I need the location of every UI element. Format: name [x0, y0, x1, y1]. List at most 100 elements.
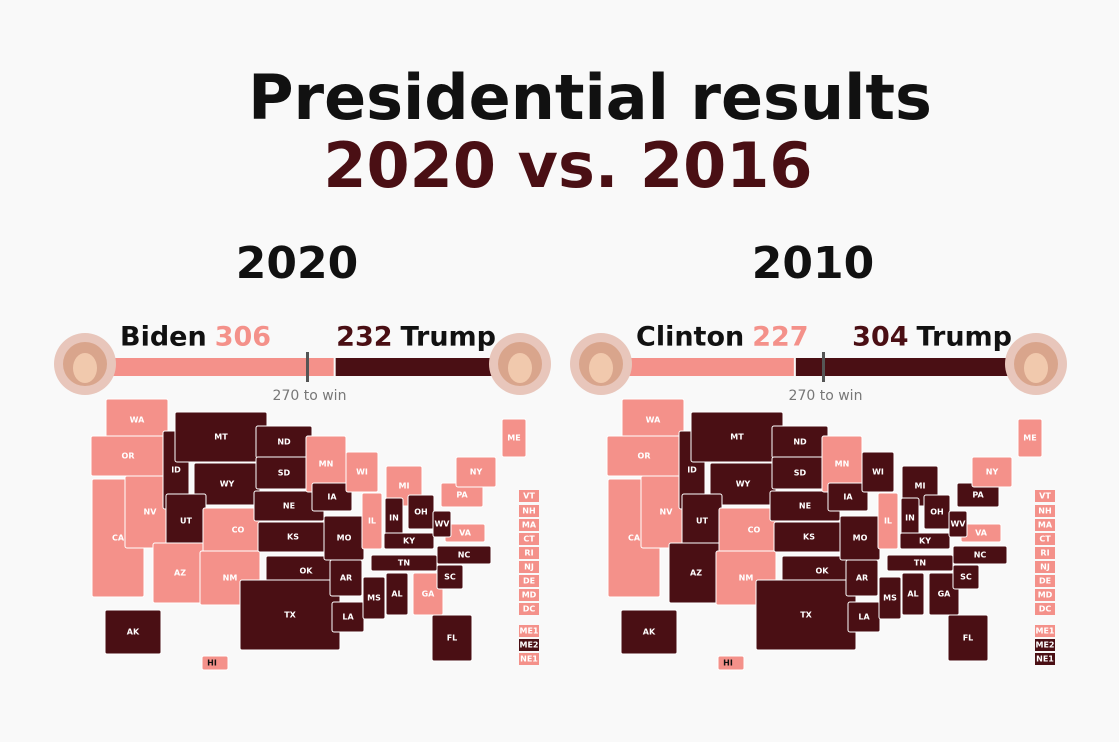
state-label: ME1	[1036, 627, 1055, 636]
state-label: GA	[938, 590, 952, 599]
district-box	[519, 575, 539, 587]
state-label: MN	[835, 460, 850, 469]
candidate-votes: 232	[336, 322, 392, 353]
state-label: DE	[1039, 577, 1051, 586]
state-label: MD	[1038, 591, 1053, 600]
state-label: VT	[1039, 492, 1051, 501]
state	[501, 418, 527, 458]
state-label: RI	[1040, 549, 1049, 558]
candidate-votes: 304	[852, 322, 908, 353]
state-label: LA	[858, 613, 870, 622]
state-label: MA	[522, 521, 537, 530]
district-box	[519, 653, 539, 665]
state-label: MT	[730, 433, 744, 442]
state-label: KY	[919, 537, 931, 546]
state-label: MT	[214, 433, 228, 442]
state-label: NY	[986, 468, 999, 477]
candidate-votes: 227	[752, 322, 808, 353]
state-label: HI	[723, 659, 733, 668]
district-box	[1035, 519, 1055, 531]
state-label: MI	[915, 482, 926, 491]
district-box	[519, 561, 539, 573]
title: Presidential results	[248, 61, 932, 134]
state	[878, 576, 902, 620]
state	[431, 614, 473, 662]
bar-left	[110, 358, 334, 376]
state-label: HI	[207, 659, 217, 668]
state-label: CT	[1039, 535, 1051, 544]
state-label: NE	[283, 502, 295, 511]
state-label: WI	[872, 468, 884, 477]
candidate-name: Biden	[120, 322, 207, 353]
district-box	[1035, 505, 1055, 517]
district-box	[519, 490, 539, 502]
state-label: NM	[223, 574, 238, 583]
state-label: MA	[1038, 521, 1053, 530]
state-label: KS	[803, 533, 815, 542]
state-label: OR	[122, 452, 135, 461]
state-label: CA	[628, 534, 641, 543]
state-label: WV	[434, 520, 450, 529]
state	[901, 572, 925, 616]
state-label: MI	[399, 482, 410, 491]
district-box	[519, 639, 539, 651]
state	[845, 559, 879, 597]
threshold-label: 270 to win	[789, 388, 863, 404]
state-label: MN	[319, 460, 334, 469]
panel-year: 2020	[236, 238, 358, 289]
district-box	[1035, 603, 1055, 615]
state-label: WV	[950, 520, 966, 529]
state-label: NC	[974, 551, 987, 560]
state	[947, 614, 989, 662]
state-label: VA	[975, 529, 988, 538]
state-label: IA	[843, 493, 853, 502]
state-label: VA	[459, 529, 472, 538]
state-label: NV	[144, 508, 158, 517]
state-label: OK	[816, 567, 830, 576]
state-label: CO	[748, 526, 761, 535]
state-label: ME2	[520, 641, 539, 650]
state	[717, 655, 745, 671]
district-box	[519, 603, 539, 615]
state-label: PA	[456, 491, 468, 500]
panel: 2020 270 to win Biden 306 Trump 232 WA OR CA NV ID…	[54, 238, 551, 671]
state-label: NJ	[1040, 563, 1050, 572]
state	[455, 456, 497, 488]
state-label: DE	[523, 577, 535, 586]
state-label: NC	[458, 551, 471, 560]
avatar-face	[73, 353, 97, 383]
state-label: TN	[914, 559, 926, 568]
state	[345, 451, 379, 493]
state-label: WI	[356, 468, 368, 477]
state	[1017, 418, 1043, 458]
state-label: NH	[522, 507, 535, 516]
state-label: CA	[112, 534, 125, 543]
state-label: CO	[232, 526, 245, 535]
district-box	[519, 505, 539, 517]
state-label: TN	[398, 559, 410, 568]
subtitle: 2020 vs. 2016	[323, 129, 812, 202]
state-label: OH	[930, 508, 944, 517]
state-label: UT	[696, 517, 708, 526]
state-label: NE1	[520, 655, 538, 664]
candidate-votes: 306	[215, 322, 271, 353]
state-label: KY	[403, 537, 415, 546]
state-label: KS	[287, 533, 299, 542]
state-label: MO	[337, 534, 352, 543]
district-box	[1035, 561, 1055, 573]
state-label: MO	[853, 534, 868, 543]
state-label: ND	[277, 438, 291, 447]
state-label: TX	[284, 611, 296, 620]
panel: 2010 270 to win Clinton 227 Trump 304 WA OR CA NV…	[570, 238, 1067, 671]
state-label: ME	[1023, 434, 1036, 443]
district-box	[519, 547, 539, 559]
district-box	[1035, 639, 1055, 651]
district-box	[1035, 625, 1055, 637]
district-box	[1035, 575, 1055, 587]
avatar-face	[508, 353, 532, 383]
bar-right	[335, 358, 505, 376]
state-label: LA	[342, 613, 354, 622]
bar-left	[626, 358, 794, 376]
state-label: OR	[638, 452, 651, 461]
state-label: FL	[447, 634, 458, 643]
